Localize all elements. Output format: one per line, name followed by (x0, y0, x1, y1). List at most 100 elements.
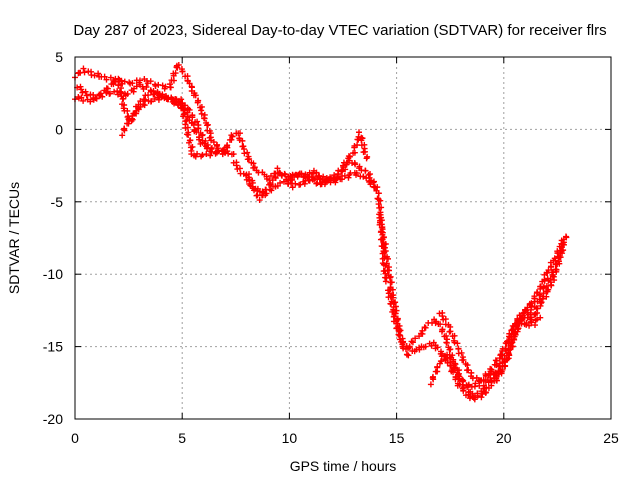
data-point (95, 70, 102, 77)
data-point (512, 329, 519, 336)
data-point (472, 394, 479, 401)
data-point (104, 85, 111, 92)
chart-title: Day 287 of 2023, Sidereal Day-to-day VTE… (73, 22, 606, 39)
data-point (437, 321, 444, 328)
data-point (454, 340, 461, 347)
data-point (233, 162, 240, 169)
data-point (363, 175, 370, 182)
data-point (224, 142, 231, 149)
data-point (272, 175, 279, 182)
data-point (499, 366, 506, 373)
data-point (495, 363, 502, 370)
data-point (199, 151, 206, 158)
data-point (194, 150, 201, 157)
data-point (455, 370, 462, 377)
data-point (456, 375, 463, 382)
data-point (389, 308, 396, 315)
data-point (438, 328, 445, 335)
data-point (361, 148, 368, 155)
data-point (375, 190, 382, 197)
data-point (116, 76, 123, 83)
data-point (80, 97, 87, 104)
data-point (194, 99, 201, 106)
data-point (193, 129, 200, 136)
data-point (310, 170, 317, 177)
data-point (538, 300, 545, 307)
data-point (196, 136, 203, 143)
data-point (391, 313, 398, 320)
data-point (528, 319, 535, 326)
data-point (204, 144, 211, 151)
data-point (488, 368, 495, 375)
data-point (372, 184, 379, 191)
data-point (400, 345, 407, 352)
data-point (384, 267, 391, 274)
data-point (447, 328, 454, 335)
data-point (184, 113, 191, 120)
data-point (292, 180, 299, 187)
data-point (136, 77, 143, 84)
series-track-d (119, 93, 214, 155)
data-point (298, 170, 305, 177)
data-point (229, 133, 236, 140)
data-point (547, 276, 554, 283)
data-point (388, 301, 395, 308)
data-point (450, 358, 457, 365)
x-tick-label: 25 (603, 430, 619, 446)
data-point (274, 165, 281, 172)
data-point (412, 335, 419, 342)
data-point (550, 269, 557, 276)
data-point (443, 332, 450, 339)
data-point (385, 255, 392, 262)
data-point (382, 248, 389, 255)
data-point (121, 125, 128, 132)
data-point (446, 346, 453, 353)
data-point (335, 167, 342, 174)
data-point (526, 322, 533, 329)
data-point (198, 103, 205, 110)
data-point (318, 181, 325, 188)
data-point (320, 173, 327, 180)
data-point (256, 197, 263, 204)
data-point (311, 176, 318, 183)
data-point (124, 90, 131, 97)
data-point (393, 324, 400, 331)
data-point (353, 169, 360, 176)
data-point (419, 327, 426, 334)
data-point (439, 313, 446, 320)
data-point (133, 83, 140, 90)
data-point (244, 149, 251, 156)
data-point (81, 69, 88, 76)
grid (75, 57, 611, 419)
data-point (382, 240, 389, 247)
series-track-i (385, 248, 566, 403)
data-point (119, 132, 126, 139)
data-point (203, 151, 210, 158)
data-point (451, 339, 458, 346)
data-point (506, 347, 513, 354)
data-point (291, 172, 298, 179)
data-point (451, 365, 458, 372)
data-point (93, 95, 100, 102)
data-point (378, 221, 385, 228)
data-point (464, 384, 471, 391)
data-point (458, 349, 465, 356)
data-point (172, 70, 179, 77)
data-point (524, 314, 531, 321)
data-point (366, 177, 373, 184)
data-point (480, 376, 487, 383)
data-point (383, 260, 390, 267)
data-point (531, 293, 538, 300)
data-point (268, 187, 275, 194)
data-point (198, 110, 205, 117)
data-point (387, 273, 394, 280)
data-point (493, 374, 500, 381)
data-point (493, 357, 500, 364)
y-axis-title: SDTVAR / TECUs (6, 182, 22, 294)
data-point (553, 266, 560, 273)
data-point (505, 355, 512, 362)
data-point (97, 90, 104, 97)
data-point (395, 331, 402, 338)
data-point (545, 286, 552, 293)
series-track-k (436, 233, 570, 384)
